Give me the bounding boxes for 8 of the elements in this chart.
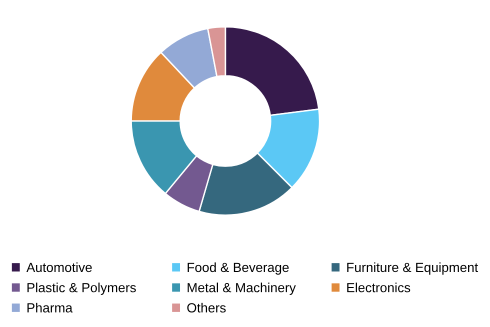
legend-label: Metal & Machinery	[188, 282, 296, 295]
legend-label: Food & Beverage	[188, 262, 289, 275]
legend-label: Plastic & Polymers	[27, 282, 136, 295]
legend-label: Furniture & Equipment	[347, 262, 478, 275]
legend-label: Pharma	[27, 302, 73, 313]
legend-label: Automotive	[26, 262, 92, 272]
legend-label: Electronics	[347, 282, 410, 292]
legend-label: Others	[187, 302, 226, 313]
